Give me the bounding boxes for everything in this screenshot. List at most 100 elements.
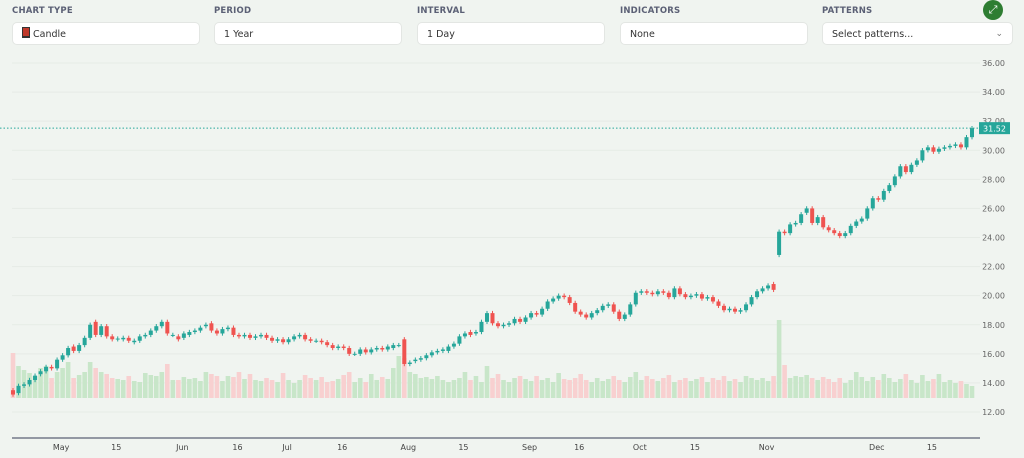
- candle-body: [876, 198, 881, 200]
- candle-body: [71, 346, 76, 351]
- fullscreen-button[interactable]: ⤢: [983, 0, 1003, 20]
- y-tick-label: 20.00: [982, 292, 1005, 301]
- volume-bar: [264, 378, 269, 398]
- volume-bar: [396, 356, 402, 398]
- candle-body: [88, 324, 93, 338]
- volume-bar: [413, 374, 418, 398]
- candle-body: [440, 349, 445, 351]
- y-tick-label: 12.00: [982, 408, 1005, 417]
- volume-bar: [798, 377, 804, 398]
- interval-select[interactable]: 1 Day: [417, 22, 605, 45]
- volume-bar: [424, 377, 429, 398]
- volume-bar: [297, 380, 302, 398]
- volume-bar: [374, 380, 380, 398]
- volume-bar: [738, 382, 743, 398]
- x-tick-label: Oct: [633, 443, 647, 452]
- x-tick-label: Sep: [522, 443, 537, 452]
- volume-bar: [10, 353, 16, 398]
- volume-bar: [969, 386, 975, 398]
- candle-body: [584, 314, 589, 318]
- volume-bar: [853, 372, 859, 398]
- volume-bar: [942, 382, 947, 398]
- candle-body: [198, 327, 203, 331]
- volume-bar: [368, 374, 374, 398]
- candle-body: [49, 366, 54, 369]
- volume-bar: [727, 381, 732, 398]
- volume-bar: [385, 379, 391, 398]
- candle-body: [837, 233, 842, 237]
- volume-bar: [842, 383, 848, 398]
- candle-body: [931, 147, 936, 152]
- candle-body: [545, 301, 550, 309]
- volume-bar: [76, 375, 82, 398]
- candle-body: [848, 225, 853, 234]
- volume-bar: [716, 380, 721, 398]
- x-tick-label: 16: [232, 443, 242, 452]
- candle-body: [286, 339, 291, 343]
- candle-body: [496, 323, 501, 327]
- volume-bar: [468, 380, 473, 398]
- volume-bar: [402, 358, 407, 398]
- volume-bar: [109, 378, 115, 398]
- volume-bar: [578, 374, 583, 398]
- volume-bar: [826, 379, 832, 398]
- volume-bar: [247, 374, 253, 398]
- candle-body: [925, 147, 930, 151]
- volume-bar: [694, 379, 699, 398]
- candle-body: [143, 334, 148, 337]
- volume-bar: [528, 381, 534, 398]
- volume-bar: [43, 366, 49, 398]
- x-tick-label: Dec: [869, 443, 884, 452]
- indicators-select[interactable]: None: [620, 22, 808, 45]
- chart-type-select[interactable]: Candle: [12, 22, 200, 45]
- candle-body: [540, 308, 545, 315]
- candle-body: [534, 313, 539, 315]
- volume-bar: [743, 376, 749, 398]
- candle-body: [330, 345, 335, 349]
- candle-body: [617, 311, 622, 319]
- candle-body: [655, 291, 660, 295]
- candle-body: [380, 348, 385, 350]
- candle-body: [551, 298, 556, 302]
- candle-body: [418, 358, 423, 360]
- volume-bar: [512, 378, 517, 398]
- period-select[interactable]: 1 Year: [214, 22, 402, 45]
- volume-bar: [683, 378, 688, 398]
- volume-bar: [809, 378, 815, 398]
- volume-bar: [236, 372, 242, 398]
- volume-bar: [65, 362, 71, 398]
- patterns-select[interactable]: Select patterns... ⌄: [822, 22, 1013, 45]
- candle-body: [214, 330, 219, 334]
- candle-body: [854, 221, 859, 226]
- volume-bar: [363, 382, 369, 398]
- volume-bar: [280, 373, 286, 398]
- candle-body: [749, 297, 754, 305]
- candle-body: [363, 349, 368, 353]
- volume-bar: [644, 376, 650, 398]
- candle-body: [650, 292, 655, 295]
- candle-body: [733, 308, 738, 312]
- candle-body: [424, 355, 429, 359]
- volume-bar: [71, 378, 76, 398]
- candle-body: [810, 208, 815, 223]
- volume-bar: [291, 383, 297, 398]
- candle-body: [429, 352, 434, 356]
- volume-bar: [666, 375, 672, 398]
- candle-body: [247, 334, 252, 338]
- volume-bar: [804, 375, 809, 398]
- x-tick-label: May: [53, 443, 70, 452]
- candle-body: [165, 321, 170, 334]
- volume-bar: [324, 382, 330, 398]
- volume-bar: [330, 381, 335, 398]
- last-price-badge: [979, 122, 1010, 135]
- volume-bar: [192, 378, 198, 398]
- x-tick-label: Jul: [281, 443, 292, 452]
- volume-bar: [964, 384, 969, 398]
- candle-body: [270, 337, 275, 341]
- volume-bar: [335, 379, 341, 398]
- candle-body: [396, 345, 401, 347]
- volume-bar: [765, 381, 771, 398]
- candle-body: [793, 222, 798, 225]
- candle-body: [479, 321, 484, 333]
